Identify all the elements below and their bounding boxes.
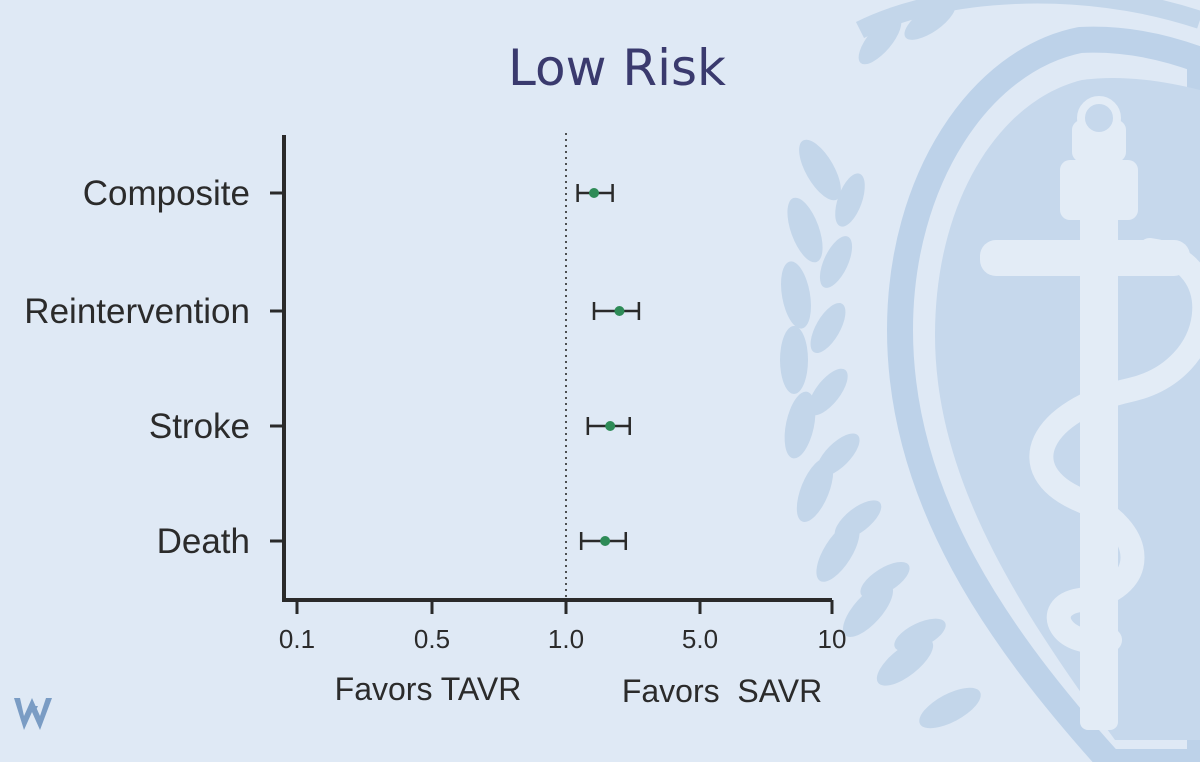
forest-row: Death	[157, 522, 628, 561]
plot-axes	[282, 135, 832, 602]
caduceus-emblem-icon	[780, 0, 1200, 762]
forest-row: Composite	[83, 174, 614, 213]
favors-savr-caption: Favors SAVR	[622, 673, 822, 709]
point-estimate	[589, 188, 600, 198]
x-tick-label: 1.0	[548, 624, 584, 654]
point-estimate	[605, 421, 616, 431]
row-label: Composite	[83, 174, 250, 213]
point-estimate	[614, 306, 625, 316]
forest-plot: 0.1 0.5 1.0 5.0 10 Composite Reintervention St…	[24, 133, 846, 709]
x-tick-label: 5.0	[682, 624, 718, 654]
x-axis-ticks: 0.1 0.5 1.0 5.0 10	[279, 600, 847, 654]
forest-row: Reintervention	[24, 292, 641, 331]
chart-title: Low Risk	[508, 39, 726, 97]
x-tick-label: 0.5	[414, 624, 450, 654]
forest-rows: Composite Reintervention Stroke Death	[24, 174, 641, 561]
point-estimate	[600, 536, 611, 546]
row-label: Stroke	[149, 407, 250, 446]
row-label: Reintervention	[24, 292, 250, 331]
x-tick-label: 10	[818, 624, 847, 654]
row-label: Death	[157, 522, 250, 561]
favors-tavr-caption: Favors TAVR	[335, 671, 522, 707]
wv-logo-icon	[14, 698, 52, 730]
x-tick-label: 0.1	[279, 624, 315, 654]
forest-row: Stroke	[149, 407, 631, 446]
